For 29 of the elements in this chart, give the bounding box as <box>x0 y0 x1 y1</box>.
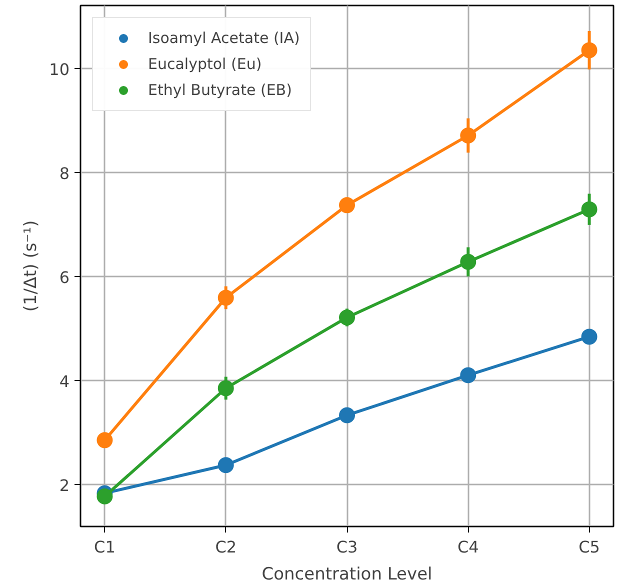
x-tick-label: C3 <box>336 538 358 556</box>
point <box>96 432 113 448</box>
point <box>460 128 476 144</box>
y-tick-label: 4 <box>59 372 70 391</box>
point <box>339 197 355 214</box>
point <box>96 488 113 504</box>
y-axis-title: (1/Δt) (s⁻¹) <box>21 220 42 312</box>
y-tick-label: 6 <box>59 268 70 287</box>
x-tick-label: C2 <box>215 538 237 556</box>
legend-label: Ethyl Butyrate (EB) <box>148 81 292 99</box>
y-tick-label: 10 <box>49 60 70 79</box>
point <box>460 367 476 384</box>
point <box>218 457 234 474</box>
point <box>581 201 598 218</box>
x-tick-label: C1 <box>94 538 116 556</box>
point <box>339 309 355 326</box>
point <box>581 328 598 345</box>
y-tick-label: 2 <box>59 476 70 495</box>
x-tick-label: C5 <box>578 538 600 556</box>
point <box>218 290 234 306</box>
y-tick-label: 8 <box>59 164 70 183</box>
point <box>460 254 476 270</box>
x-tick-label: C4 <box>457 538 479 556</box>
x-axis-title: Concentration Level <box>262 564 432 584</box>
point <box>218 380 234 396</box>
point <box>581 42 598 58</box>
legend-label: Eucalyptol (Eu) <box>148 55 262 73</box>
point <box>339 407 355 424</box>
legend-label: Isoamyl Acetate (IA) <box>148 29 300 47</box>
